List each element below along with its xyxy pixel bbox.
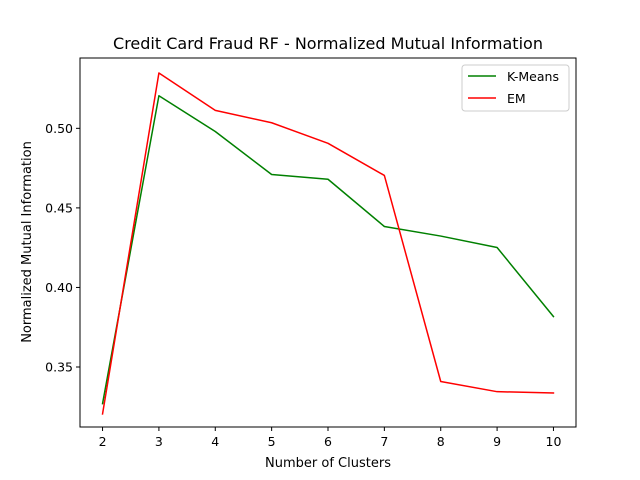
legend-label-kmeans: K-Means xyxy=(507,69,559,84)
x-axis-ticks: 2 3 4 5 6 7 8 9 10 xyxy=(99,427,562,449)
series-layer xyxy=(101,72,555,415)
series-line-em xyxy=(101,72,555,415)
chart-title: Credit Card Fraud RF - Normalized Mutual… xyxy=(113,34,543,53)
plot-area: 2 3 4 5 6 7 8 9 10 0.35 0.40 0.45 0.50 xyxy=(45,57,577,449)
y-tick-label: 0.35 xyxy=(45,360,73,375)
x-tick-label: 2 xyxy=(99,434,107,449)
y-tick-label: 0.40 xyxy=(45,280,73,295)
x-tick-label: 4 xyxy=(211,434,219,449)
x-tick-label: 3 xyxy=(155,434,163,449)
x-axis-label: Number of Clusters xyxy=(265,456,391,471)
y-axis-label: Normalized Mutual Information xyxy=(20,141,35,343)
y-axis-ticks: 0.35 0.40 0.45 0.50 xyxy=(45,121,80,375)
x-tick-label: 8 xyxy=(437,434,445,449)
y-tick-label: 0.45 xyxy=(45,200,73,215)
legend-label-em: EM xyxy=(507,91,526,106)
x-tick-label: 9 xyxy=(493,434,501,449)
legend: K-Means EM xyxy=(461,64,570,112)
x-tick-label: 6 xyxy=(324,434,332,449)
x-tick-label: 10 xyxy=(546,434,562,449)
x-tick-label: 5 xyxy=(268,434,276,449)
series-line-kmeans xyxy=(101,94,555,405)
y-tick-label: 0.50 xyxy=(45,121,73,136)
x-tick-label: 7 xyxy=(380,434,388,449)
